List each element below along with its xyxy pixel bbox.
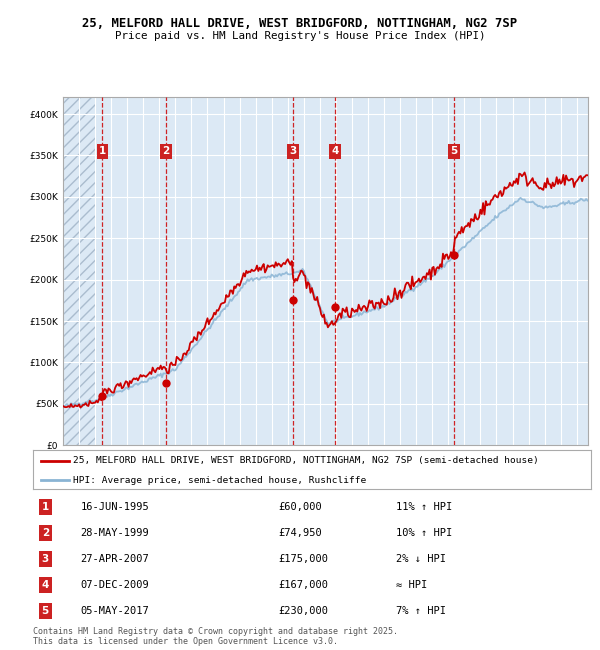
Text: 16-JUN-1995: 16-JUN-1995 xyxy=(80,502,149,512)
Bar xyxy=(63,98,95,445)
Text: 2% ↓ HPI: 2% ↓ HPI xyxy=(396,554,446,564)
Text: 07-DEC-2009: 07-DEC-2009 xyxy=(80,580,149,590)
Text: 7% ↑ HPI: 7% ↑ HPI xyxy=(396,606,446,616)
Text: £74,950: £74,950 xyxy=(278,528,322,538)
Text: Contains HM Land Registry data © Crown copyright and database right 2025.
This d: Contains HM Land Registry data © Crown c… xyxy=(33,627,398,646)
Text: 3: 3 xyxy=(289,146,296,156)
Text: 5: 5 xyxy=(41,606,49,616)
Text: 2: 2 xyxy=(41,528,49,538)
Text: 28-MAY-1999: 28-MAY-1999 xyxy=(80,528,149,538)
Text: £175,000: £175,000 xyxy=(278,554,329,564)
Text: ≈ HPI: ≈ HPI xyxy=(396,580,427,590)
Text: £230,000: £230,000 xyxy=(278,606,329,616)
Text: HPI: Average price, semi-detached house, Rushcliffe: HPI: Average price, semi-detached house,… xyxy=(73,476,367,485)
Text: Price paid vs. HM Land Registry's House Price Index (HPI): Price paid vs. HM Land Registry's House … xyxy=(115,31,485,40)
Text: 05-MAY-2017: 05-MAY-2017 xyxy=(80,606,149,616)
Text: 2: 2 xyxy=(162,146,170,156)
Text: 1: 1 xyxy=(99,146,106,156)
Text: 25, MELFORD HALL DRIVE, WEST BRIDGFORD, NOTTINGHAM, NG2 7SP (semi-detached house: 25, MELFORD HALL DRIVE, WEST BRIDGFORD, … xyxy=(73,456,539,465)
Text: 27-APR-2007: 27-APR-2007 xyxy=(80,554,149,564)
Text: 4: 4 xyxy=(41,580,49,590)
Text: 4: 4 xyxy=(331,146,338,156)
Text: £60,000: £60,000 xyxy=(278,502,322,512)
Text: 25, MELFORD HALL DRIVE, WEST BRIDGFORD, NOTTINGHAM, NG2 7SP: 25, MELFORD HALL DRIVE, WEST BRIDGFORD, … xyxy=(82,17,518,30)
Text: 10% ↑ HPI: 10% ↑ HPI xyxy=(396,528,452,538)
Text: 1: 1 xyxy=(41,502,49,512)
Text: 3: 3 xyxy=(41,554,49,564)
Text: £167,000: £167,000 xyxy=(278,580,329,590)
Bar xyxy=(63,98,95,445)
Text: 5: 5 xyxy=(450,146,457,156)
Text: 11% ↑ HPI: 11% ↑ HPI xyxy=(396,502,452,512)
